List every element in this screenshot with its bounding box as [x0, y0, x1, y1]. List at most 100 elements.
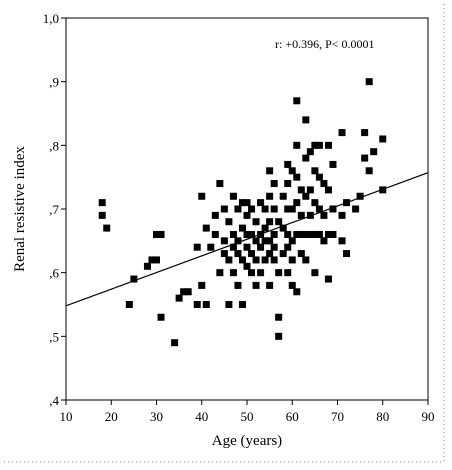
data-point: [266, 218, 274, 226]
x-axis-ticks: 10 20 30 40 50 60 70 80 90: [60, 400, 435, 424]
data-point: [293, 288, 301, 296]
y-tick-label: ,7: [49, 202, 59, 217]
data-point: [302, 116, 310, 124]
data-point: [293, 141, 301, 149]
x-tick-label: 30: [150, 409, 163, 424]
data-point: [315, 141, 323, 149]
data-point: [293, 199, 301, 207]
data-point: [315, 205, 323, 213]
data-point: [234, 281, 242, 289]
data-point: [225, 301, 233, 308]
data-point: [284, 160, 292, 168]
data-point: [220, 205, 228, 213]
data-point: [279, 250, 287, 258]
x-tick-label: 90: [422, 409, 435, 424]
data-point: [302, 230, 310, 238]
data-point: [180, 288, 188, 296]
data-point: [171, 339, 179, 347]
data-point: [261, 224, 269, 232]
data-point: [98, 211, 106, 219]
data-point: [302, 256, 310, 264]
data-point: [248, 205, 256, 213]
data-point: [306, 211, 314, 219]
data-point: [329, 160, 337, 168]
data-point: [261, 256, 269, 264]
data-point: [257, 199, 265, 207]
x-tick-label: 80: [376, 409, 389, 424]
data-point: [220, 237, 228, 245]
data-point: [252, 218, 260, 226]
data-point: [270, 256, 278, 264]
data-point: [257, 243, 265, 251]
data-point: [297, 211, 305, 219]
x-tick-label: 50: [241, 409, 254, 424]
data-point: [275, 269, 283, 277]
data-point: [193, 243, 201, 251]
y-tick-label: 1,0: [43, 11, 59, 26]
data-point: [234, 205, 242, 213]
data-point: [225, 218, 233, 226]
data-point: [311, 230, 319, 238]
data-point: [288, 281, 296, 289]
data-point: [338, 129, 346, 137]
plot-frame: [65, 17, 429, 401]
data-point: [284, 230, 292, 238]
data-point: [365, 78, 373, 86]
data-point: [270, 180, 278, 188]
data-point: [284, 180, 292, 188]
data-point: [311, 199, 319, 207]
data-point: [297, 250, 305, 258]
data-point: [143, 262, 151, 270]
data-point: [361, 129, 369, 137]
data-point: [157, 313, 165, 321]
data-point: [229, 243, 237, 251]
data-point: [293, 97, 301, 105]
data-point: [302, 154, 310, 162]
y-tick-label: ,6: [49, 266, 59, 281]
data-point: [125, 301, 133, 308]
data-point: [324, 230, 332, 238]
data-point: [252, 237, 260, 245]
data-point: [257, 230, 265, 238]
data-point: [238, 256, 246, 264]
data-point: [275, 332, 283, 340]
data-point: [98, 199, 106, 207]
data-point: [148, 256, 156, 264]
data-point: [229, 230, 237, 238]
data-point: [284, 269, 292, 277]
data-point: [284, 243, 292, 251]
data-point: [338, 211, 346, 219]
data-point: [365, 167, 373, 175]
y-axis-title: Renal resistive index: [12, 146, 28, 272]
data-point: [157, 230, 165, 238]
data-point: [266, 192, 274, 200]
data-point: [243, 211, 251, 219]
data-point: [202, 224, 210, 232]
data-point: [324, 141, 332, 149]
data-point: [193, 301, 201, 308]
data-point: [184, 288, 192, 296]
data-point: [379, 135, 387, 143]
y-tick-label: ,5: [49, 329, 59, 344]
dotted-border: [4, 4, 445, 463]
data-point: [306, 186, 314, 194]
x-tick-label: 10: [60, 409, 73, 424]
data-points: [98, 78, 387, 347]
data-point: [225, 256, 233, 264]
data-point: [270, 205, 278, 213]
data-point: [320, 180, 328, 188]
data-point: [324, 275, 332, 283]
x-tick-label: 60: [286, 409, 299, 424]
y-axis-ticks: ,4 ,5 ,6 ,7 ,8 ,9 1,0: [43, 11, 66, 408]
data-point: [266, 281, 274, 289]
data-point: [248, 250, 256, 258]
data-point: [361, 154, 369, 162]
data-point: [275, 313, 283, 321]
data-point: [311, 269, 319, 277]
data-point: [288, 237, 296, 245]
data-point: [207, 243, 215, 251]
y-tick-label: ,4: [49, 393, 59, 408]
data-point: [370, 148, 378, 156]
data-point: [324, 186, 332, 194]
